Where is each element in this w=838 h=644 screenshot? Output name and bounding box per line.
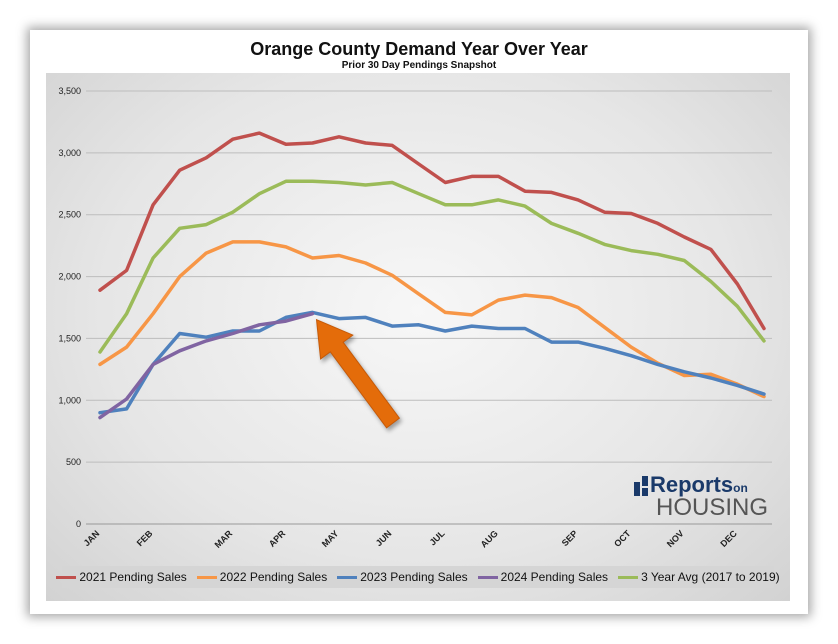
chart-legend: 2021 Pending Sales 2022 Pending Sales 2023… (56, 566, 780, 588)
x-tick-label: DEC (718, 528, 739, 549)
legend-swatch (477, 575, 498, 579)
y-tick-label: 0 (76, 519, 81, 529)
logo-house-icon (634, 476, 648, 496)
legend-label: 2024 Pending Sales (500, 570, 609, 584)
reports-on-housing-logo: Reportson HOUSING (632, 472, 772, 522)
series-line-2024-pending-sales (98, 311, 315, 420)
legend-swatch (196, 575, 217, 579)
legend-swatch (337, 575, 358, 579)
legend-item: 3 Year Avg (2017 to 2019) (618, 570, 780, 584)
plot-background (46, 73, 790, 601)
legend-swatch (618, 575, 639, 579)
y-tick-label: 1,000 (58, 395, 81, 405)
y-tick-label: 1,500 (58, 333, 81, 343)
y-tick-label: 500 (66, 457, 81, 467)
x-tick-label: SEP (560, 528, 580, 548)
x-tick-label: OCT (612, 528, 633, 549)
x-tick-label: FEB (135, 528, 155, 548)
x-tick-label: AUG (479, 528, 500, 549)
y-tick-label: 3,000 (58, 148, 81, 158)
x-tick-label: NOV (665, 528, 686, 549)
legend-item: 2023 Pending Sales (337, 570, 468, 584)
annotation-arrow (315, 318, 401, 429)
series-line-3-year-avg-2017-to-2019 (98, 179, 766, 354)
legend-swatch (56, 575, 77, 579)
series-line-2021-pending-sales (98, 131, 766, 331)
legend-item: 2022 Pending Sales (196, 570, 328, 584)
y-tick-label: 3,500 (58, 86, 81, 96)
chart-title: Orange County Demand Year Over Year (250, 39, 588, 59)
legend-item: 2024 Pending Sales (477, 570, 609, 584)
logo-wordmark-bottom: HOUSING (656, 494, 769, 521)
legend-label: 2021 Pending Sales (79, 570, 187, 584)
legend-label: 2022 Pending Sales (219, 570, 328, 584)
x-tick-label: MAR (213, 528, 235, 550)
series-line-2022-pending-sales (98, 240, 766, 399)
x-tick-label: JUN (374, 528, 394, 548)
legend-item: 2021 Pending Sales (56, 570, 187, 584)
x-tick-label: APR (267, 528, 288, 549)
y-tick-label: 2,000 (58, 272, 81, 282)
x-tick-label: JAN (82, 528, 102, 548)
x-tick-label: MAY (320, 528, 341, 549)
legend-label: 2023 Pending Sales (360, 570, 468, 584)
legend-label: 3 Year Avg (2017 to 2019) (641, 570, 780, 584)
logo-wordmark-top: Reportson (650, 472, 748, 497)
chart-subtitle: Prior 30 Day Pendings Snapshot (341, 60, 497, 71)
y-tick-label: 2,500 (58, 210, 81, 220)
series-line-2023-pending-sales (98, 310, 766, 415)
x-tick-label: JUL (428, 528, 447, 547)
